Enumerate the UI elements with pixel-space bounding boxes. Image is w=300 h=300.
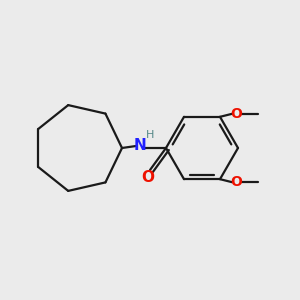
Text: N: N [134,139,146,154]
Text: O: O [230,175,242,189]
Text: O: O [142,169,154,184]
Text: O: O [230,107,242,121]
Text: H: H [146,130,154,140]
